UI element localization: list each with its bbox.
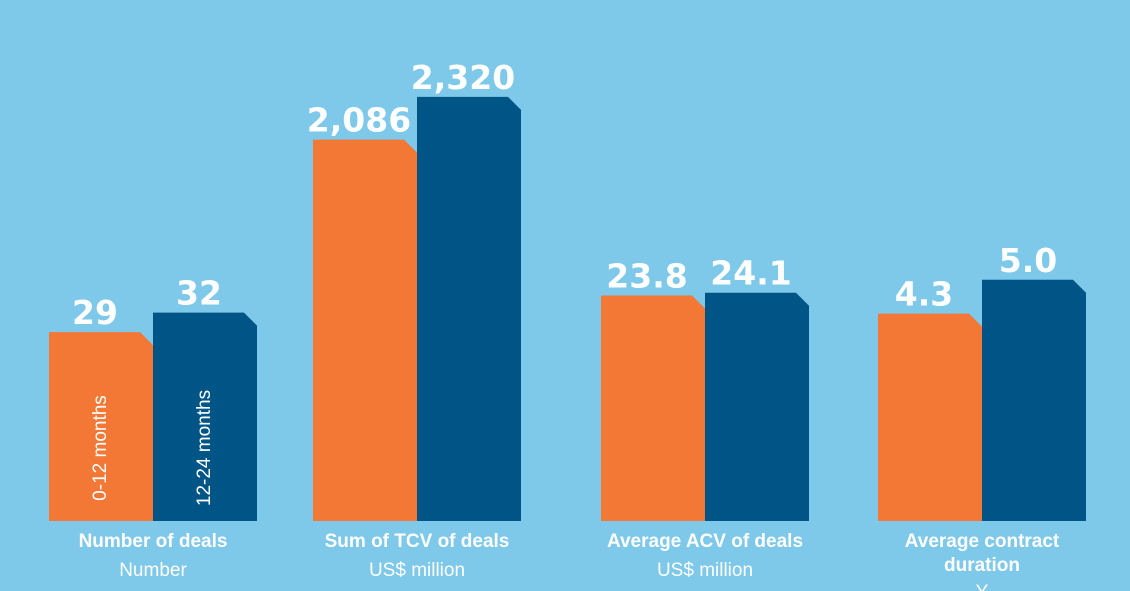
group-title-average-acv-of-deals: Average ACV of deals <box>607 531 803 552</box>
bars-layer <box>49 96 1086 522</box>
bar-number-of-deals-0-12-months <box>49 332 153 521</box>
data-label-number-of-deals-12-24-months: 32 <box>176 274 222 313</box>
group-unit-sum-of-tcv-of-deals: US$ million <box>369 560 465 581</box>
data-label-number-of-deals-0-12-months: 29 <box>72 293 118 332</box>
series-label-12-24-months: 12-24 months <box>194 390 215 506</box>
data-label-average-acv-of-deals-0-12-months: 23.8 <box>606 257 687 296</box>
bar-average-acv-of-deals-12-24-months <box>705 292 809 521</box>
labels-layer: 29 0-12 months 32 12-24 months Number of dea… <box>72 58 1060 591</box>
bar-number-of-deals-12-24-months <box>153 312 257 521</box>
group-unit-average-acv-of-deals: US$ million <box>657 560 753 581</box>
group-unit-number-of-deals: Number <box>119 560 187 581</box>
bar-sum-of-tcv-of-deals-12-24-months <box>417 96 521 521</box>
group-title-average-contract-duration: Average contract duration <box>905 531 1060 576</box>
group-title-sum-of-tcv-of-deals: Sum of TCV of deals <box>325 531 510 552</box>
group-title-line: duration <box>944 555 1020 576</box>
data-label-average-contract-duration-0-12-months: 4.3 <box>895 275 953 314</box>
data-label-average-contract-duration-12-24-months: 5.0 <box>999 241 1057 280</box>
bar-average-contract-duration-0-12-months <box>878 313 982 521</box>
series-label-0-12-months: 0-12 months <box>90 395 111 501</box>
group-title-line: Average contract <box>905 531 1060 552</box>
bar-average-contract-duration-12-24-months <box>982 279 1086 521</box>
data-label-average-acv-of-deals-12-24-months: 24.1 <box>710 254 791 293</box>
data-label-sum-of-tcv-of-deals-0-12-months: 2,086 <box>307 101 411 140</box>
data-label-sum-of-tcv-of-deals-12-24-months: 2,320 <box>411 58 515 97</box>
group-unit-average-contract-duration: Y <box>976 582 989 591</box>
bar-average-acv-of-deals-0-12-months <box>601 295 705 521</box>
group-title-number-of-deals: Number of deals <box>79 531 228 552</box>
bar-sum-of-tcv-of-deals-0-12-months <box>313 139 417 522</box>
